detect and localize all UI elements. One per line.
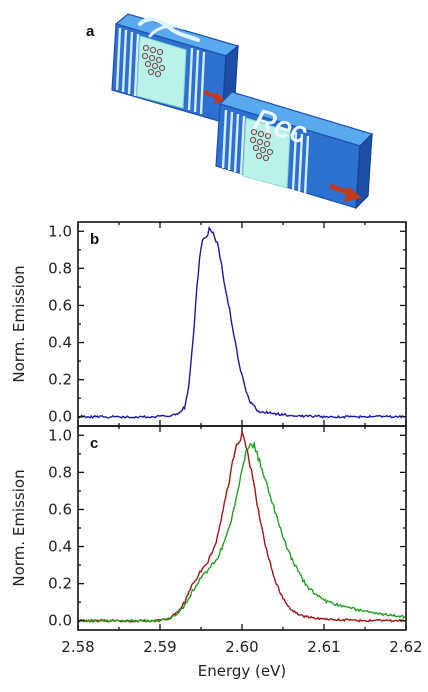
y-tick-label: 0.6 [48, 296, 72, 314]
x-tick-label: 2.61 [307, 638, 340, 656]
panel-c: 0.0 0.2 0.4 0.6 0.8 1.0 2.58 2.59 2.60 2.61 2.62 c N… [10, 425, 423, 680]
schematic-panel-label: a [86, 23, 95, 40]
y-tick-label: 1.0 [48, 426, 72, 444]
output-arrow-icon [329, 183, 362, 202]
x-tick-label: 2.59 [143, 638, 176, 656]
y-tick-label: 0.8 [48, 259, 72, 277]
x-axis-title: Energy (eV) [198, 662, 286, 680]
y-tick-label: 0.4 [48, 538, 72, 556]
y-tick-label: 0.8 [48, 463, 72, 481]
y-tick-label: 0.0 [48, 612, 72, 630]
series-line-2 [77, 440, 407, 623]
plot-frame [77, 425, 407, 631]
plot-frame [77, 221, 407, 427]
x-tick-label: 2.58 [61, 638, 94, 656]
x-tick-label: 2.60 [225, 638, 258, 656]
y-tick-label: 0.2 [48, 575, 72, 593]
series-line-1 [77, 431, 406, 623]
emitter-device [111, 13, 240, 124]
panel-b: 0.0 0.2 0.4 0.6 0.8 1.0 b Norm. Emission [10, 221, 407, 427]
panel-label: c [90, 435, 98, 452]
x-tick-label: 2.62 [389, 638, 422, 656]
y-tick-label: 0.4 [48, 334, 72, 352]
schematic-panel: a [86, 13, 374, 210]
receiver-device: Rec [215, 91, 374, 210]
y-tick-label: 0.2 [48, 371, 72, 389]
y-axis-title: Norm. Emission [10, 469, 28, 586]
panel-label: b [90, 231, 99, 248]
y-tick-label: 0.0 [48, 408, 72, 426]
y-tick-label: 1.0 [48, 222, 72, 240]
y-tick-label: 0.6 [48, 500, 72, 518]
y-axis-title: Norm. Emission [10, 265, 28, 382]
series-line-1 [77, 225, 406, 419]
